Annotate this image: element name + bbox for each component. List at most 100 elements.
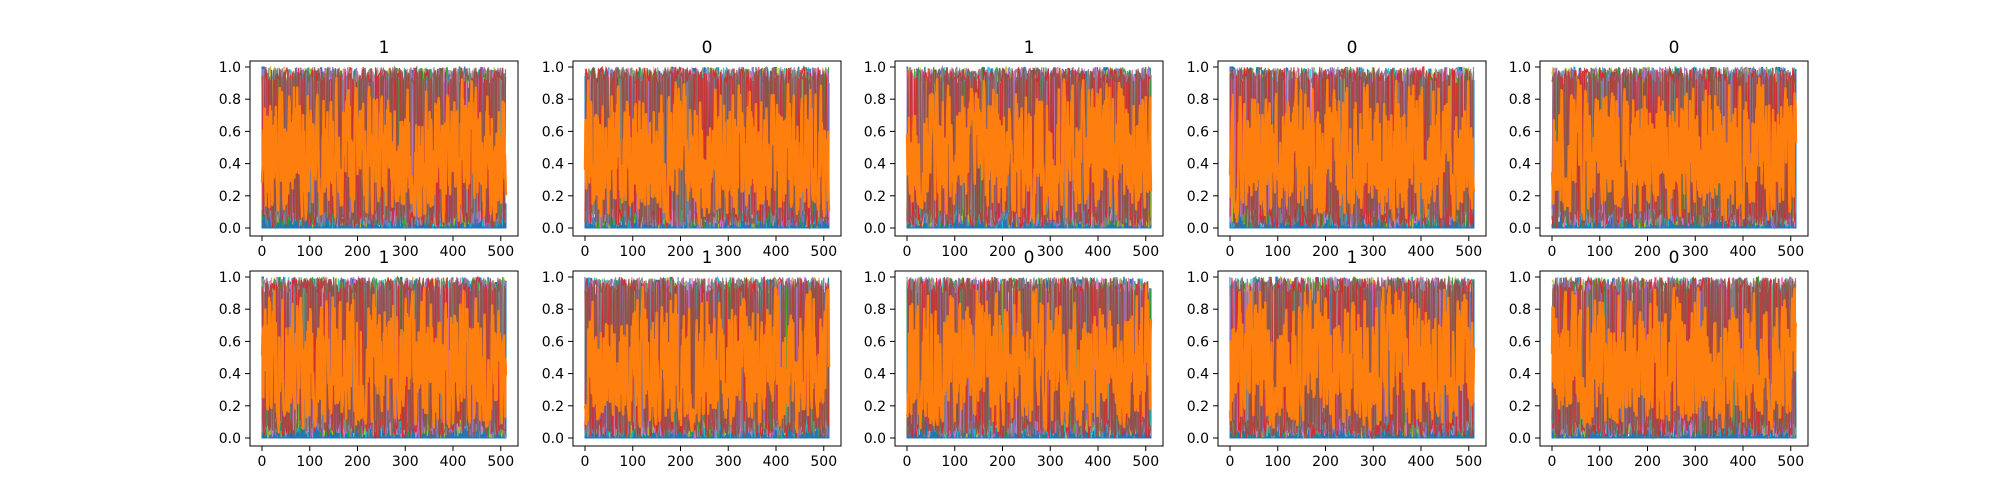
y-tick-label: 1.0 xyxy=(864,270,886,286)
axes-frame xyxy=(249,270,519,447)
x-tick-label: 100 xyxy=(296,454,323,470)
x-tick-label: 400 xyxy=(1730,244,1757,260)
x-tick-label: 100 xyxy=(941,454,968,470)
x-tick-label: 400 xyxy=(763,244,790,260)
series-lines xyxy=(1550,275,1798,440)
y-tick-label: 0.0 xyxy=(1509,431,1531,447)
y-tick-label: 1.0 xyxy=(542,60,564,76)
y-tick-label: 0.2 xyxy=(219,399,241,415)
x-tick-label: 500 xyxy=(1132,244,1159,260)
axes-frame xyxy=(1539,60,1809,237)
series-lines xyxy=(1550,65,1798,230)
y-tick-label: 0.6 xyxy=(1509,334,1531,350)
subplot-title: 1 xyxy=(379,248,390,268)
x-tick-label: 200 xyxy=(667,244,694,260)
x-tick-label: 0 xyxy=(258,454,267,470)
x-tick-label: 100 xyxy=(619,454,646,470)
x-tick-label: 200 xyxy=(344,244,371,260)
x-tick-label: 100 xyxy=(296,244,323,260)
y-tick-label: 0.6 xyxy=(219,334,241,350)
x-tick-label: 200 xyxy=(1312,244,1339,260)
series-line-orange xyxy=(905,78,1153,224)
axes-frame xyxy=(572,60,842,237)
series-line-orange xyxy=(583,285,831,434)
y-tick-label: 1.0 xyxy=(542,270,564,286)
series-lines xyxy=(583,275,831,440)
y-tick-label: 0.4 xyxy=(1509,367,1531,383)
axes-frame xyxy=(1539,270,1809,447)
subplot-10: 0.0 0.2 0.4 0.6 0.8 1.0 0 100 200 300 400 500 0 xyxy=(1509,248,1809,470)
y-tick-label: 1.0 xyxy=(1187,60,1209,76)
series-lines xyxy=(260,275,508,440)
y-tick-label: 0.8 xyxy=(542,302,564,318)
x-tick-label: 100 xyxy=(619,244,646,260)
x-tick-label: 0 xyxy=(1548,454,1557,470)
subplot-2: 0.0 0.2 0.4 0.6 0.8 1.0 0 100 200 300 400 500 0 xyxy=(542,38,842,260)
y-tick-label: 0.8 xyxy=(864,302,886,318)
y-tick-label: 0.2 xyxy=(542,189,564,205)
y-tick-label: 0.8 xyxy=(864,92,886,108)
x-tick-label: 300 xyxy=(1360,244,1387,260)
x-tick-label: 300 xyxy=(392,454,419,470)
x-tick-label: 0 xyxy=(581,244,590,260)
series-line-orange xyxy=(260,286,508,434)
subplot-7: 0.0 0.2 0.4 0.6 0.8 1.0 0 100 200 300 400 500 1 xyxy=(542,248,842,470)
subplot-6: 0.0 0.2 0.4 0.6 0.8 1.0 0 100 200 300 400 500 1 xyxy=(219,248,519,470)
y-tick-label: 0.6 xyxy=(542,124,564,140)
x-tick-label: 0 xyxy=(1548,244,1557,260)
y-tick-label: 0.8 xyxy=(1187,92,1209,108)
subplot-5: 0.0 0.2 0.4 0.6 0.8 1.0 0 100 200 300 400 500 0 xyxy=(1509,38,1809,260)
y-tick-label: 0.4 xyxy=(864,157,886,173)
x-tick-label: 200 xyxy=(667,454,694,470)
y-tick-label: 0.2 xyxy=(1187,399,1209,415)
subplot-title: 0 xyxy=(1024,248,1035,268)
series-line-orange xyxy=(260,76,508,223)
y-tick-label: 0.6 xyxy=(1187,124,1209,140)
x-tick-label: 500 xyxy=(810,454,837,470)
x-tick-label: 0 xyxy=(903,454,912,470)
y-tick-label: 0.8 xyxy=(1187,302,1209,318)
y-tick-label: 0.2 xyxy=(864,189,886,205)
y-tick-label: 0.2 xyxy=(219,189,241,205)
y-tick-label: 0.4 xyxy=(1187,157,1209,173)
subplot-title: 1 xyxy=(379,38,390,58)
y-tick-label: 1.0 xyxy=(1509,270,1531,286)
y-tick-label: 0.6 xyxy=(542,334,564,350)
x-tick-label: 400 xyxy=(1408,454,1435,470)
y-tick-label: 0.4 xyxy=(542,157,564,173)
y-tick-label: 0.8 xyxy=(219,302,241,318)
axes-frame xyxy=(572,270,842,447)
x-tick-label: 200 xyxy=(1312,454,1339,470)
x-tick-label: 500 xyxy=(1132,454,1159,470)
y-tick-label: 0.0 xyxy=(1187,221,1209,237)
x-tick-label: 300 xyxy=(1360,454,1387,470)
x-tick-label: 0 xyxy=(1226,244,1235,260)
y-tick-label: 0.4 xyxy=(219,367,241,383)
axes-frame xyxy=(894,270,1164,447)
x-tick-label: 500 xyxy=(1455,454,1482,470)
x-tick-label: 500 xyxy=(810,244,837,260)
y-tick-label: 0.0 xyxy=(542,431,564,447)
series-lines xyxy=(1228,275,1476,440)
x-tick-label: 0 xyxy=(581,454,590,470)
x-tick-label: 100 xyxy=(1264,244,1291,260)
x-tick-label: 400 xyxy=(1730,454,1757,470)
y-tick-label: 0.0 xyxy=(219,221,241,237)
subplot-title: 0 xyxy=(1347,38,1358,58)
x-tick-label: 300 xyxy=(715,454,742,470)
subplot-3: 0.0 0.2 0.4 0.6 0.8 1.0 0 100 200 300 400 500 1 xyxy=(864,38,1164,260)
y-tick-label: 0.2 xyxy=(1509,399,1531,415)
y-tick-label: 1.0 xyxy=(219,60,241,76)
y-tick-label: 0.6 xyxy=(1187,334,1209,350)
y-tick-label: 0.4 xyxy=(542,367,564,383)
x-tick-label: 500 xyxy=(487,244,514,260)
series-line-orange xyxy=(1228,285,1476,431)
series-lines xyxy=(905,65,1153,230)
subplot-9: 0.0 0.2 0.4 0.6 0.8 1.0 0 100 200 300 400 500 1 xyxy=(1187,248,1487,470)
y-tick-label: 0.0 xyxy=(542,221,564,237)
x-tick-label: 200 xyxy=(1634,454,1661,470)
x-tick-label: 500 xyxy=(1455,244,1482,260)
x-tick-label: 300 xyxy=(1682,454,1709,470)
y-tick-label: 0.2 xyxy=(1509,189,1531,205)
